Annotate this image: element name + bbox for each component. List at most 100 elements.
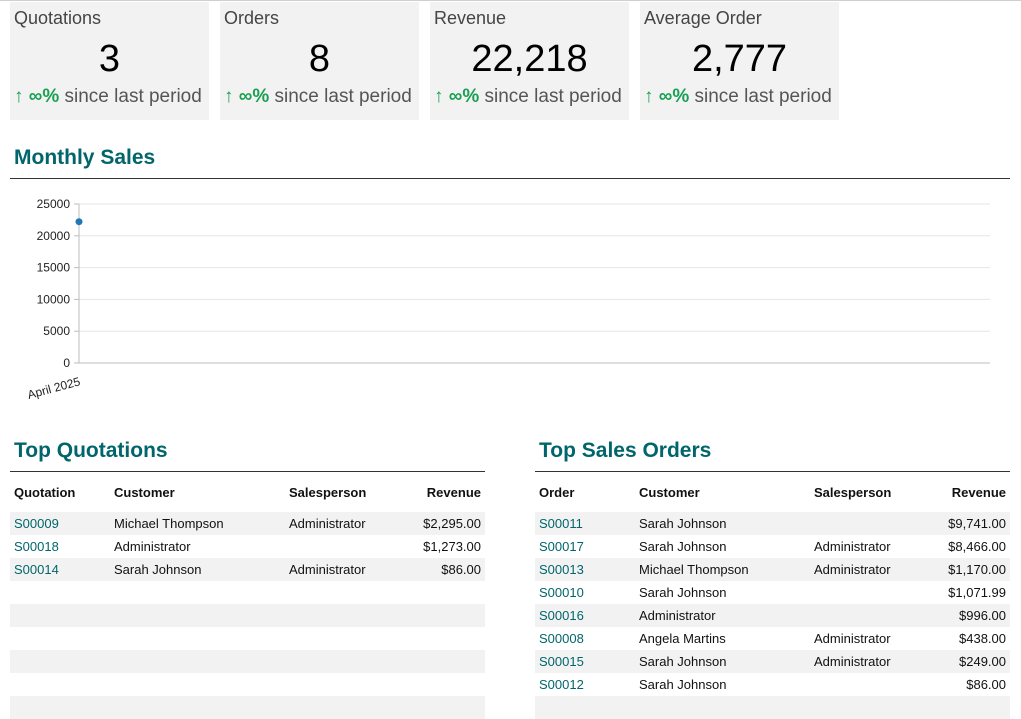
customer-cell: Administrator [635, 604, 810, 627]
quotation-link[interactable]: S00014 [14, 562, 59, 577]
order-link[interactable]: S00013 [539, 562, 584, 577]
trend-text: since last period [64, 86, 202, 107]
revenue-cell: $1,273.00 [423, 539, 481, 554]
kpi-label: Quotations [14, 8, 102, 28]
y-tick-label: 0 [63, 356, 70, 370]
order-link[interactable]: S00015 [539, 654, 584, 669]
customer-cell: Administrator [114, 539, 191, 554]
top-sales-orders-title: Top Sales Orders [539, 439, 712, 462]
salesperson-cell: Administrator [285, 558, 395, 581]
revenue-cell: $996.00 [920, 604, 1010, 627]
kpi-label: Average Order [644, 8, 762, 28]
top-border [0, 0, 1021, 1]
salesperson-cell: Administrator [814, 631, 891, 646]
monthly-sales-title: Monthly Sales [14, 146, 156, 169]
y-tick-label: 5000 [43, 324, 70, 338]
y-tick-label: 15000 [37, 261, 71, 275]
order-link[interactable]: S00008 [539, 631, 584, 646]
kpi-trend: ↑ ∞% since last period [434, 86, 622, 108]
table-row-empty [10, 650, 485, 673]
revenue-cell: $2,295.00 [395, 512, 485, 535]
salesperson-cell [810, 581, 920, 604]
table-row[interactable]: S00018 Administrator $1,273.00 [10, 535, 485, 558]
quotation-link[interactable]: S00018 [14, 539, 59, 554]
data-point [75, 218, 83, 226]
table-row-empty [10, 627, 485, 650]
revenue-cell: $249.00 [920, 650, 1010, 673]
salesperson-cell [810, 604, 920, 627]
revenue-cell: $8,466.00 [948, 539, 1006, 554]
order-link[interactable]: S00017 [539, 539, 584, 554]
revenue-cell: $9,741.00 [920, 512, 1010, 535]
table-row-empty [10, 696, 485, 719]
kpi-trend: ↑ ∞% since last period [644, 86, 832, 108]
salesperson-cell: Administrator [285, 512, 395, 535]
trend-text: since last period [274, 86, 412, 107]
table-header-row: Order Customer Salesperson Revenue [535, 472, 1010, 512]
customer-cell: Michael Thompson [635, 558, 810, 581]
top-quotations-title: Top Quotations [14, 439, 168, 462]
y-tick-label: 25000 [37, 197, 71, 211]
monthly-sales-chart: 0 5000 10000 15000 20000 25000 April 2025 [26, 197, 990, 402]
order-link[interactable]: S00011 [539, 516, 583, 531]
salesperson-cell: Administrator [810, 558, 920, 581]
column-header-salesperson[interactable]: Salesperson [814, 484, 892, 500]
y-tick-label: 10000 [37, 292, 71, 306]
column-header-revenue[interactable]: Revenue [426, 484, 481, 500]
column-header-order[interactable]: Order [539, 484, 575, 500]
revenue-cell: $86.00 [395, 558, 485, 581]
trend-percent: ∞% [238, 86, 270, 107]
kpi-value: 8 [308, 38, 331, 80]
revenue-cell: $1,170.00 [920, 558, 1010, 581]
order-link[interactable]: S00010 [539, 585, 584, 600]
y-tick-label: 20000 [37, 229, 71, 243]
table-row[interactable]: S00015 Sarah Johnson Administrator $249.00 [535, 650, 1010, 673]
table-row[interactable]: S00016 Administrator $996.00 [535, 604, 1010, 627]
column-header-customer[interactable]: Customer [114, 484, 175, 500]
table-row[interactable]: S00010 Sarah Johnson $1,071.99 [535, 581, 1010, 604]
table-row-empty [535, 696, 1010, 719]
table-header-row: Quotation Customer Salesperson Revenue [10, 472, 485, 512]
salesperson-cell: Administrator [810, 650, 920, 673]
customer-cell: Michael Thompson [110, 512, 285, 535]
table-row[interactable]: S00017 Sarah Johnson Administrator $8,466.0… [535, 535, 1010, 558]
kpi-trend: ↑ ∞% since last period [14, 86, 202, 108]
customer-cell: Sarah Johnson [635, 650, 810, 673]
table-row-empty [10, 581, 485, 604]
customer-cell: Sarah Johnson [639, 539, 727, 554]
table-row[interactable]: S00012 Sarah Johnson $86.00 [535, 673, 1010, 696]
column-header-salesperson[interactable]: Salesperson [289, 484, 367, 500]
table-row-empty [10, 673, 485, 696]
salesperson-cell [810, 673, 920, 696]
table-row[interactable]: S00014 Sarah Johnson Administrator $86.00 [10, 558, 485, 581]
kpi-card-revenue[interactable]: Revenue 22,218 ↑ ∞% since last period [430, 2, 629, 120]
table-row[interactable]: S00009 Michael Thompson Administrator $2,29… [10, 512, 485, 535]
customer-cell: Angela Martins [639, 631, 726, 646]
order-link[interactable]: S00012 [539, 677, 584, 692]
section-divider [535, 471, 1010, 472]
table-row[interactable]: S00013 Michael Thompson Administrator $1,17… [535, 558, 1010, 581]
table-row-empty [10, 604, 485, 627]
table-row[interactable]: S00008 Angela Martins Administrator $438.00 [535, 627, 1010, 650]
kpi-card-orders[interactable]: Orders 8 ↑ ∞% since last period [220, 2, 419, 120]
kpi-value: 3 [98, 38, 121, 80]
section-divider [10, 178, 1010, 179]
revenue-cell: $438.00 [959, 631, 1006, 646]
table-row[interactable]: S00011 Sarah Johnson $9,741.00 [535, 512, 1010, 535]
revenue-cell: $1,071.99 [948, 585, 1006, 600]
revenue-cell: $86.00 [966, 677, 1006, 692]
trend-percent: ∞% [448, 86, 480, 107]
customer-cell: Sarah Johnson [635, 512, 810, 535]
quotation-link[interactable]: S00009 [14, 516, 59, 531]
kpi-trend: ↑ ∞% since last period [224, 86, 412, 108]
column-header-revenue[interactable]: Revenue [951, 484, 1006, 500]
kpi-card-average-order[interactable]: Average Order 2,777 ↑ ∞% since last peri… [640, 2, 839, 120]
column-header-quotation[interactable]: Quotation [14, 484, 76, 500]
order-link[interactable]: S00016 [539, 608, 584, 623]
trend-text: since last period [484, 86, 622, 107]
trend-up-icon: ↑ [224, 86, 234, 107]
salesperson-cell [810, 512, 920, 535]
column-header-customer[interactable]: Customer [639, 484, 700, 500]
kpi-card-quotations[interactable]: Quotations 3 ↑ ∞% since last period [10, 2, 209, 120]
kpi-value: 22,218 [471, 38, 588, 80]
